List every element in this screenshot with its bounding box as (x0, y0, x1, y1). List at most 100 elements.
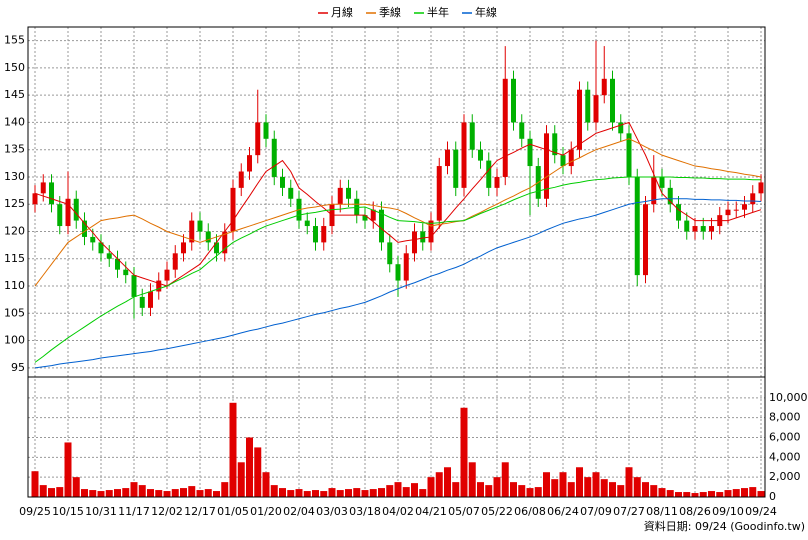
y-tick-label: 130 (4, 170, 25, 183)
volume-bar (460, 407, 468, 497)
x-tick-label: 06/08 (514, 505, 546, 518)
volume-bar (386, 485, 394, 497)
candle-body (618, 122, 624, 134)
candle-body (527, 138, 533, 167)
x-tick-label: 11/17 (118, 505, 150, 518)
volume-tick-label: 10,000 (769, 391, 808, 404)
x-tick-label: 03/18 (349, 505, 381, 518)
volume-bar (625, 467, 633, 497)
x-tick-label: 09/25 (19, 505, 51, 518)
volume-bar (567, 482, 575, 497)
candle-body (247, 155, 252, 172)
candle-body (461, 122, 467, 188)
volume-bar (675, 492, 682, 497)
y-tick-label: 125 (4, 197, 25, 210)
volume-tick-label: 4,000 (769, 450, 801, 463)
volume-bar (543, 472, 550, 497)
candle-body (205, 231, 211, 243)
candle-body (519, 122, 525, 139)
y-tick-label: 150 (4, 61, 25, 74)
candle-body (82, 220, 87, 237)
volume-bar (559, 472, 567, 497)
x-tick-label: 10/31 (85, 505, 117, 518)
candle-body (758, 182, 764, 194)
candle-body (568, 149, 574, 167)
candle-body (700, 226, 706, 232)
candle-body (362, 215, 368, 221)
candle-body (49, 182, 54, 205)
legend-label: 季線 (379, 5, 401, 19)
volume-bar (609, 482, 616, 497)
candle-body (593, 95, 599, 123)
volume-bar (551, 479, 559, 497)
volume-bar (592, 472, 600, 497)
candle-body (626, 133, 632, 177)
volume-bar (262, 472, 270, 497)
candle-body (370, 209, 376, 221)
candle-body (659, 176, 665, 188)
candle-body (692, 226, 698, 232)
y-tick-label: 95 (11, 361, 25, 374)
volume-bar (303, 491, 311, 497)
volume-bar (510, 482, 517, 497)
candle-body (742, 204, 747, 210)
candle-body (511, 78, 516, 123)
volume-bar (64, 442, 72, 497)
candle-body (469, 122, 475, 150)
x-tick-label: 04/21 (415, 505, 447, 518)
volume-bar (419, 489, 427, 497)
candle-body (601, 78, 607, 96)
volume-bar (130, 482, 138, 497)
candle-body (634, 176, 640, 276)
y-tick-label: 140 (4, 115, 25, 128)
volume-bar (411, 483, 418, 497)
volume-bar (435, 472, 443, 497)
plot-frame (27, 26, 766, 498)
volume-bar (378, 488, 385, 497)
candle-body (197, 220, 203, 232)
volume-bar (221, 482, 229, 497)
candle-body (502, 78, 508, 177)
volume-bar (361, 490, 369, 497)
volume-bar (633, 477, 641, 497)
x-tick-label: 01/05 (217, 505, 249, 518)
candle-body (156, 280, 162, 292)
volume-bar (254, 447, 262, 497)
x-tick-label: 12/17 (184, 505, 216, 518)
volume-tick-label: 0 (769, 490, 776, 503)
x-tick-label: 12/02 (151, 505, 183, 518)
volume-bar (312, 490, 319, 497)
volume-bar (287, 490, 295, 497)
candle-body (73, 198, 79, 221)
volume-tick-label: 8,000 (769, 411, 801, 424)
candle-body (544, 133, 549, 199)
candle-body (40, 182, 46, 194)
volume-bar (328, 488, 336, 497)
x-tick-label: 03/03 (316, 505, 348, 518)
volume-bar (683, 492, 691, 497)
volume-bar (732, 489, 740, 497)
volume-bar (163, 491, 171, 497)
y-tick-label: 135 (4, 143, 25, 156)
candle-body (139, 296, 145, 308)
volume-bar (204, 489, 212, 497)
candle-body (436, 166, 442, 221)
candle-body (643, 204, 648, 276)
ma-line (34, 198, 762, 369)
volume-bar (320, 491, 328, 497)
candle-body (106, 253, 112, 259)
y-tick-label: 100 (4, 334, 25, 347)
candle-body (494, 176, 500, 188)
volume-bar (270, 485, 278, 497)
volume-bar (171, 489, 179, 497)
volume-bar (188, 486, 196, 497)
volume-bar (155, 490, 163, 497)
y-tick-label: 105 (4, 306, 25, 319)
volume-bar (724, 490, 732, 497)
candle-body (750, 193, 756, 205)
x-tick-label: 05/07 (448, 505, 480, 518)
candle-body (379, 209, 384, 243)
volume-bar (89, 490, 97, 497)
volume-bar (369, 489, 377, 497)
